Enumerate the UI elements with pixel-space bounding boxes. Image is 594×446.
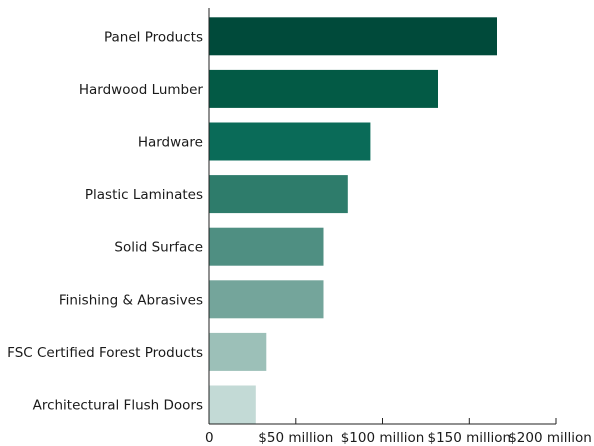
x-axis-ticks: 0 $50 million $100 million $150 million$200… [205, 418, 592, 446]
bar-fsc-certified-forest-products [209, 332, 267, 371]
bar-panel-products [209, 17, 497, 56]
bar-architectural-flush-doors [209, 385, 256, 424]
category-label: Hardware [138, 135, 203, 151]
category-label: Architectural Flush Doors [33, 398, 203, 414]
x-tick-label: $150 million [427, 430, 511, 446]
category-label: Hardwood Lumber [79, 82, 204, 98]
x-tick-label: $200 million [508, 430, 592, 446]
bar-finishing-abrasives [209, 280, 324, 319]
category-label: FSC Certified Forest Products [7, 345, 203, 361]
bar-solid-surface [209, 227, 324, 266]
category-label: Finishing & Abrasives [59, 292, 203, 308]
x-tick-label: 0 [205, 430, 214, 446]
bar-plastic-laminates [209, 175, 348, 214]
category-label: Panel Products [104, 29, 203, 45]
x-tick-label: $50 million [258, 430, 333, 446]
category-label: Solid Surface [114, 240, 203, 256]
category-labels: Panel Products Hardwood Lumber Hardware Pla… [7, 29, 203, 413]
bar-hardware [209, 122, 371, 161]
bar-hardwood-lumber [209, 69, 438, 108]
x-tick-label: $100 million [341, 430, 425, 446]
bars-group [209, 17, 497, 424]
category-label: Plastic Laminates [85, 187, 203, 203]
